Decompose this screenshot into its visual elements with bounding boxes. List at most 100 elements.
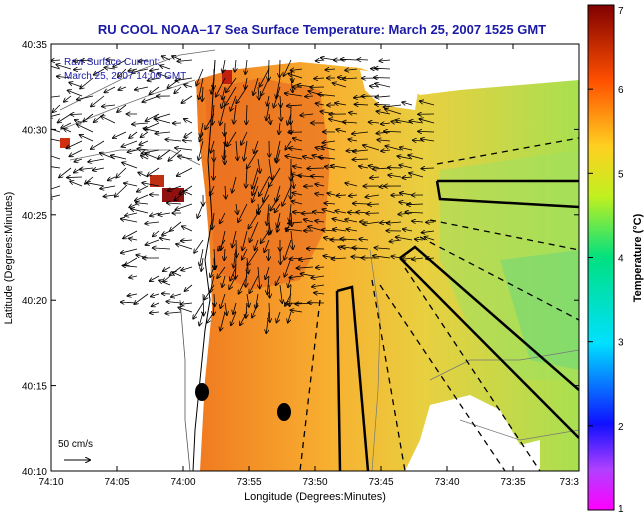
current-vector [232,230,237,247]
current-vector [210,266,215,277]
station-marker [195,383,209,401]
current-vector [58,113,72,123]
current-vector [153,230,160,236]
current-vector [345,219,358,222]
current-vector [138,172,149,178]
current-vector [234,104,236,124]
current-vector [51,185,61,190]
current-vector [129,276,138,278]
current-vector [370,177,380,178]
current-vector [200,122,204,137]
current-vector [178,156,193,159]
current-vector [104,68,116,69]
current-vector [204,284,215,300]
current-vector [285,140,292,150]
current-vector [88,158,105,162]
current-vector [421,139,435,141]
current-vector [247,293,249,307]
current-vector [409,121,424,123]
x-tick-label: 73:35 [500,477,525,488]
y-tick-label: 40:25 [22,211,47,222]
current-vector [349,113,358,114]
current-vector [57,76,72,78]
current-vector [51,138,61,142]
current-vector [313,212,325,213]
current-vector [293,166,303,168]
current-vector [104,86,116,92]
current-vector [315,194,325,195]
current-vector [174,86,182,93]
current-vector [102,105,116,107]
y-axis-label: Latitude (Degrees:Minutes) [3,192,15,325]
current-vector [139,140,149,145]
current-vector [181,303,193,304]
current-vector [288,222,303,223]
current-vector [149,86,160,94]
current-vector [147,167,160,176]
current-vector [183,191,193,196]
current-vector [214,293,215,306]
current-vector [332,219,347,223]
current-vector [291,201,303,204]
current-vector [352,132,369,134]
current-vector [324,203,336,204]
current-vector [299,258,314,260]
current-vector [117,104,127,112]
current-vector [375,68,391,69]
current-vector [240,311,248,325]
current-vector [163,266,171,271]
current-vector [158,73,171,79]
colorbar-tick-label: 4 [618,254,624,265]
current-vector [349,195,358,196]
chart-title: RU COOL NOAA–17 Sea Surface Temperature:… [98,22,546,37]
current-vector [353,150,369,152]
plot-area [51,44,579,471]
current-vector [69,82,83,88]
current-vector [121,140,138,147]
current-vector [267,203,269,225]
current-vector [322,209,336,214]
current-vector [91,95,105,107]
current-vector [252,302,259,318]
current-vector [263,185,270,202]
current-vector [218,239,226,251]
current-vector [374,248,391,249]
current-vector [199,131,204,141]
current-vector [197,203,204,218]
current-vector [177,167,193,176]
current-vector [81,60,94,61]
current-vector [166,301,182,303]
current-vector [165,312,182,314]
current-vector [254,140,259,153]
current-vector [129,131,138,138]
current-vector [264,239,270,252]
current-vector [307,168,325,169]
x-axis: 74:10 74:05 74:00 73:55 73:50 73:45 73:40 73:35… [38,44,580,488]
current-vector [198,140,204,160]
current-vector [345,69,358,70]
sst-green-patch [500,250,579,370]
current-vector [184,119,193,124]
sst-warm-core [205,78,330,290]
x-tick-label: 73:50 [302,477,327,488]
current-vector [121,219,138,223]
current-vector [224,122,225,136]
x-tick-label: 73:40 [434,477,459,488]
current-vector [125,212,138,216]
current-vector [333,83,347,88]
current-vector [279,122,280,134]
current-vector [420,101,435,106]
current-vector [397,156,413,160]
current-vector [336,129,347,132]
current-vector [134,293,149,304]
current-vector [246,302,247,318]
current-vector [314,293,325,294]
current-vector [331,166,347,168]
current-vector [389,240,402,242]
current-vector [280,104,281,121]
current-vector [211,77,215,94]
current-vector [124,183,138,187]
current-vector [121,302,138,303]
current-vector [155,132,171,134]
